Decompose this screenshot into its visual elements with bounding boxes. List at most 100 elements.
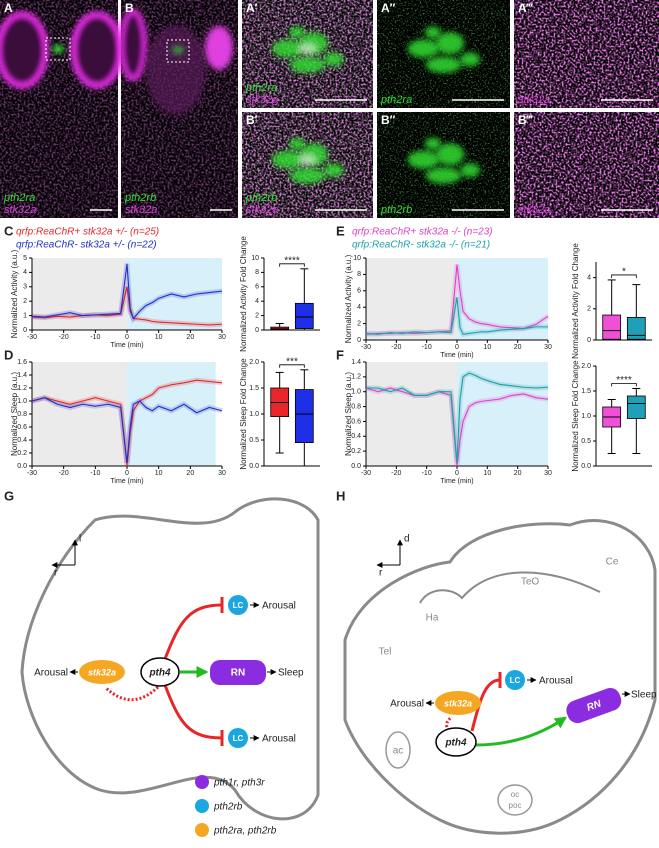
x-tick-label: 0	[455, 344, 459, 351]
x-tick-label: 30	[544, 470, 552, 477]
y-tick-label: 1.0	[249, 411, 259, 418]
y-tick-label: 1.4	[17, 372, 27, 379]
panel-letter: E	[336, 223, 345, 238]
shaded-region	[127, 362, 216, 466]
y-tick-label: 4	[23, 269, 27, 276]
overlap-signal	[297, 153, 318, 166]
shaded-region	[457, 362, 548, 466]
green-speckle	[377, 0, 510, 108]
y-tick-label: 1.5	[249, 385, 259, 392]
panel-letter: H	[336, 488, 345, 503]
y-tick-label: 8	[357, 271, 361, 278]
panel-letter: A‴	[518, 1, 534, 15]
panel-letter: B‴	[518, 113, 534, 127]
y-axis-label: Normalized Sleep (a.u.)	[344, 372, 353, 456]
series-line	[31, 397, 223, 463]
output-label: Arousal	[262, 734, 296, 745]
green-signal	[425, 167, 462, 184]
y-tick-label: 1.2	[17, 385, 27, 392]
x-tick-label: -10	[422, 344, 432, 351]
channel-label: stk32a	[518, 204, 550, 216]
eye	[119, 9, 147, 81]
box	[626, 395, 646, 419]
series-line	[31, 263, 223, 320]
y-axis-label: Normalized Activity Fold Change	[239, 236, 248, 352]
panel-letter: A	[4, 1, 13, 15]
panel-letter: A′	[246, 1, 258, 15]
charts: 0 1 2 3 4 5 Normalized Activity (a.u.) -30 -20 -1…	[4, 223, 652, 485]
diagram-g: G l r LC Arousal LC Arousal RN Sleep pth…	[4, 488, 320, 837]
region-label: TeO	[521, 577, 540, 588]
inhibition	[163, 603, 223, 660]
y-tick-label: 8	[255, 269, 259, 276]
panel-letter: F	[336, 347, 344, 362]
y-tick-label: 0.2	[17, 450, 27, 457]
y-axis-label: Normalized Activity Fold Change	[571, 243, 580, 359]
significance-label: *	[622, 267, 626, 278]
magenta-signal	[514, 0, 659, 108]
region-boundary	[419, 571, 601, 604]
significance-label: ***	[286, 356, 298, 367]
green-signal	[407, 39, 440, 58]
y-tick-label: 1.0	[581, 413, 591, 420]
roi-box	[45, 37, 71, 61]
box	[626, 316, 646, 340]
shaded-region	[32, 362, 127, 466]
x-tick-label: 10	[155, 334, 163, 341]
shaded-region	[366, 258, 457, 340]
green-speckle	[377, 112, 510, 218]
oc-outline	[497, 784, 533, 816]
channel-label: pth2ra	[245, 82, 277, 94]
y-tick-label: 0.0	[351, 463, 361, 470]
green-signal	[425, 56, 462, 73]
tissue	[146, 25, 206, 115]
y-tick-label: 0.2	[351, 448, 361, 455]
x-tick-label: 20	[514, 470, 522, 477]
y-tick-label: 1.4	[351, 359, 361, 366]
region-label: poc	[509, 801, 522, 810]
channel-label: pth2ra	[380, 94, 412, 106]
y-tick-label: 2.0	[581, 363, 591, 370]
y-tick-label: 0.0	[581, 463, 591, 470]
panel-letter: D	[4, 347, 13, 362]
x-tick-label: 20	[186, 470, 194, 477]
diagram-h: H d r TeO Ce Ha Tel ac oc poc LC Arousal…	[336, 488, 657, 835]
y-axis-label: Normalized Sleep (a.u.)	[10, 372, 19, 456]
x-tick-label: 30	[218, 470, 226, 477]
green-signal	[289, 26, 306, 39]
y-tick-label: 0.4	[351, 433, 361, 440]
activation	[475, 716, 567, 747]
y-tick-label: 0.0	[249, 463, 259, 470]
shaded-region	[127, 258, 222, 330]
channel-label: pth2rb	[245, 192, 277, 204]
panel-letter: G	[4, 488, 14, 503]
green-signal	[436, 143, 465, 166]
x-tick-label: -20	[59, 470, 69, 477]
y-tick-label: 3	[23, 284, 27, 291]
panel-letter: B″	[381, 113, 396, 127]
x-axis-label: Time (min)	[110, 478, 143, 485]
green-signal	[424, 137, 441, 150]
x-tick-label: 0	[125, 470, 129, 477]
x-axis-label: Time (min)	[440, 352, 473, 359]
y-tick-label: 6	[357, 288, 361, 295]
legend-dot	[195, 799, 209, 813]
channel-label: stk32a	[246, 94, 278, 106]
channel-label: stk32a	[125, 204, 157, 216]
axis-label: l	[79, 534, 81, 545]
legend-label: pth2ra, pth2rb	[213, 826, 277, 837]
y-tick-label: 4	[255, 298, 259, 305]
legend-label: qrfp:ReaChR- stk32a -/- (n=21)	[352, 240, 490, 251]
eye	[0, 11, 49, 89]
inhibition-dotted	[104, 685, 160, 702]
panel-letter: A″	[381, 1, 396, 15]
y-tick-label: 1.0	[351, 389, 361, 396]
box	[294, 389, 314, 443]
node-label: pth4	[148, 668, 171, 679]
y-tick-label: 2	[357, 320, 361, 327]
x-tick-label: 10	[483, 470, 491, 477]
significance-label: ****	[284, 255, 300, 266]
y-tick-label: 6	[255, 284, 259, 291]
brain-outline	[343, 519, 657, 835]
